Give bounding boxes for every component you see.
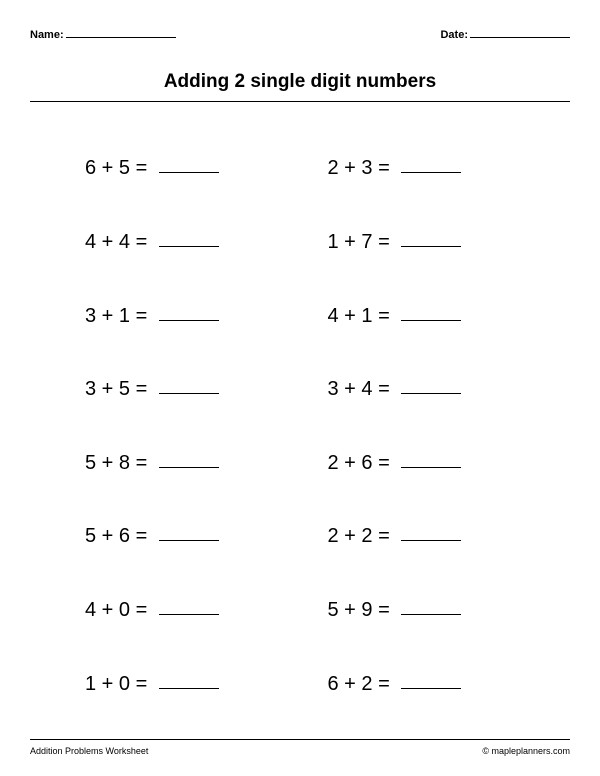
problem-expression: 2 + 6 = — [328, 452, 396, 475]
problem-expression: 4 + 4 = — [85, 231, 153, 254]
answer-blank[interactable] — [401, 540, 461, 541]
problem-col1-3: 3 + 5 = — [85, 353, 298, 427]
problem-expression: 2 + 2 = — [328, 525, 396, 548]
name-label: Name: — [30, 29, 64, 41]
answer-blank[interactable] — [159, 320, 219, 321]
answer-blank[interactable] — [159, 467, 219, 468]
worksheet-title: Adding 2 single digit numbers — [30, 71, 570, 93]
answer-blank[interactable] — [159, 393, 219, 394]
date-blank-line[interactable] — [470, 28, 570, 38]
answer-blank[interactable] — [401, 614, 461, 615]
problem-expression: 3 + 4 = — [328, 378, 396, 401]
problem-col1-7: 1 + 0 = — [85, 647, 298, 721]
problem-expression: 5 + 8 = — [85, 452, 153, 475]
problem-col1-5: 5 + 6 = — [85, 500, 298, 574]
answer-blank[interactable] — [401, 172, 461, 173]
answer-blank[interactable] — [159, 246, 219, 247]
problems-grid: 6 + 5 = 2 + 3 = 4 + 4 = 1 + 7 = 3 + 1 = … — [30, 132, 570, 721]
problem-expression: 2 + 3 = — [328, 157, 396, 180]
answer-blank[interactable] — [401, 320, 461, 321]
problem-col1-0: 6 + 5 = — [85, 132, 298, 206]
problem-expression: 1 + 0 = — [85, 673, 153, 696]
problem-col1-6: 4 + 0 = — [85, 574, 298, 648]
problem-expression: 3 + 1 = — [85, 305, 153, 328]
problem-expression: 6 + 5 = — [85, 157, 153, 180]
name-blank-line[interactable] — [66, 28, 176, 38]
problem-expression: 5 + 6 = — [85, 525, 153, 548]
answer-blank[interactable] — [159, 172, 219, 173]
problem-col1-4: 5 + 8 = — [85, 427, 298, 501]
problem-col1-2: 3 + 1 = — [85, 279, 298, 353]
problem-col2-3: 3 + 4 = — [328, 353, 541, 427]
problem-col2-1: 1 + 7 = — [328, 206, 541, 280]
date-label: Date: — [440, 29, 468, 41]
answer-blank[interactable] — [401, 393, 461, 394]
footer-left-text: Addition Problems Worksheet — [30, 746, 148, 756]
answer-blank[interactable] — [401, 467, 461, 468]
answer-blank[interactable] — [401, 688, 461, 689]
answer-blank[interactable] — [159, 614, 219, 615]
problem-col2-7: 6 + 2 = — [328, 647, 541, 721]
problem-col2-6: 5 + 9 = — [328, 574, 541, 648]
answer-blank[interactable] — [159, 540, 219, 541]
worksheet-footer: Addition Problems Worksheet © mapleplann… — [30, 746, 570, 756]
problem-expression: 1 + 7 = — [328, 231, 396, 254]
problem-expression: 3 + 5 = — [85, 378, 153, 401]
answer-blank[interactable] — [159, 688, 219, 689]
footer-right-text: © mapleplanners.com — [482, 746, 570, 756]
title-divider — [30, 101, 570, 102]
problem-col2-0: 2 + 3 = — [328, 132, 541, 206]
worksheet-header: Name: Date: — [30, 28, 570, 41]
problem-col1-1: 4 + 4 = — [85, 206, 298, 280]
answer-blank[interactable] — [401, 246, 461, 247]
problem-col2-2: 4 + 1 = — [328, 279, 541, 353]
date-field: Date: — [440, 28, 570, 41]
name-field: Name: — [30, 28, 176, 41]
problem-expression: 4 + 1 = — [328, 305, 396, 328]
problem-col2-4: 2 + 6 = — [328, 427, 541, 501]
problem-expression: 6 + 2 = — [328, 673, 396, 696]
problem-col2-5: 2 + 2 = — [328, 500, 541, 574]
problem-expression: 5 + 9 = — [328, 599, 396, 622]
problem-expression: 4 + 0 = — [85, 599, 153, 622]
footer-divider — [30, 739, 570, 740]
